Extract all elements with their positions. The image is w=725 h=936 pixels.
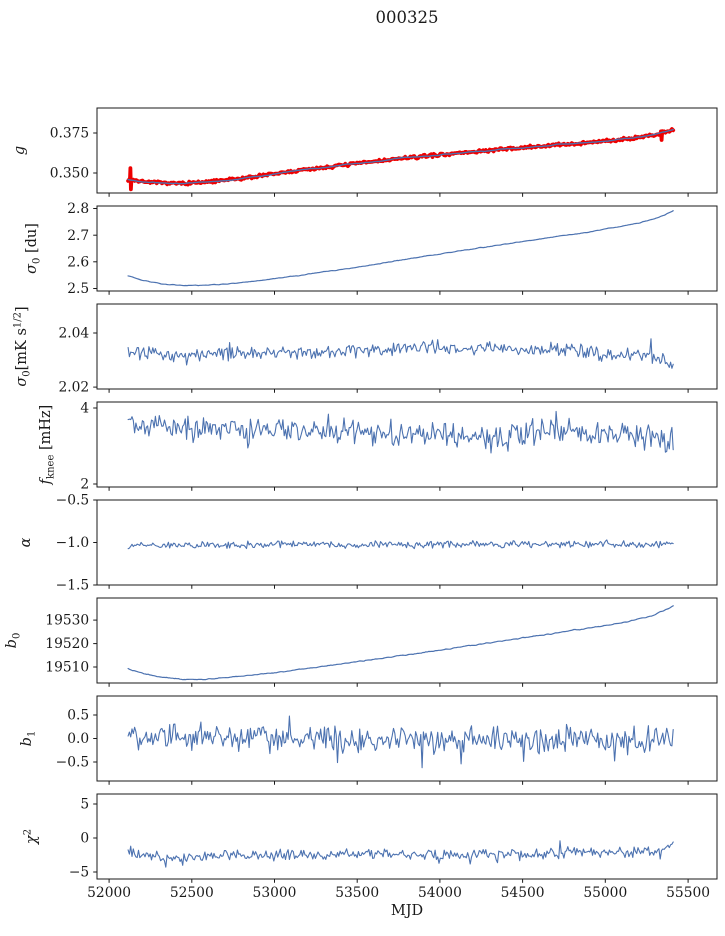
panel-sigma0-mK: 2.02 2.04 σ0[mK s1/2] xyxy=(13,303,718,396)
panel-frame xyxy=(96,107,718,194)
y-axis-label: σ0 [du] xyxy=(24,223,43,274)
y-axis-label: g xyxy=(12,146,28,155)
panel-alpha: −1.5 −1.0 −0.5 α xyxy=(18,493,718,594)
y-tick-label: 2.5 xyxy=(67,281,89,297)
x-tick-label: 52000 xyxy=(87,885,131,901)
x-tick-label: 54000 xyxy=(418,885,462,901)
panel-b1: −0.5 0.0 0.5 b1 xyxy=(19,695,718,785)
series-g-measured-segment xyxy=(127,166,134,192)
series-g-measured-segment xyxy=(659,129,665,142)
series-sigma0-du xyxy=(127,210,674,287)
panel-sigma0-du: 2.5 2.6 2.7 2.8 σ0 [du] xyxy=(24,201,718,297)
panel-frame xyxy=(96,401,718,488)
panel-frame xyxy=(96,303,718,390)
figure-title: 000325 xyxy=(375,8,439,27)
x-tick-label: 54500 xyxy=(501,885,545,901)
y-axis-label: χ2 xyxy=(23,829,41,845)
y-tick-label: 19530 xyxy=(45,613,89,629)
panel-fknee: 2 4 fknee [mHz] xyxy=(38,401,718,493)
series-sigma0-mK xyxy=(127,338,674,369)
series-g-fit xyxy=(127,128,674,185)
y-axis-label: α xyxy=(18,537,34,547)
y-tick-label: 0.375 xyxy=(50,126,90,142)
series-alpha xyxy=(127,539,674,550)
x-tick-label: 53500 xyxy=(335,885,379,901)
y-tick-label: 19520 xyxy=(45,636,89,652)
y-axis-label: b0 xyxy=(4,633,23,649)
series-chi2 xyxy=(127,840,674,868)
y-tick-label: 19510 xyxy=(45,660,89,676)
series-b0 xyxy=(127,605,674,681)
y-tick-label: −0.5 xyxy=(56,755,90,771)
y-tick-label: −5 xyxy=(69,865,89,881)
y-tick-label: 5 xyxy=(80,797,89,813)
y-tick-label: 2.02 xyxy=(58,380,89,396)
x-tick-label: 53000 xyxy=(253,885,297,901)
panel-chi2: −5 0 5 χ2 xyxy=(23,793,718,883)
series-fknee xyxy=(127,410,674,454)
y-tick-label: −0.5 xyxy=(56,493,90,509)
y-tick-label: 2 xyxy=(80,477,89,493)
panel-g: 0.350 0.375 g xyxy=(12,107,718,197)
y-tick-label: −1.0 xyxy=(56,535,90,551)
y-tick-label: 0.5 xyxy=(67,708,89,724)
y-axis-label: fknee [mHz] xyxy=(38,405,57,486)
x-tick-label: 52500 xyxy=(170,885,214,901)
series-b1 xyxy=(127,715,674,769)
y-tick-label: −1.5 xyxy=(56,578,90,594)
y-tick-label: 2.04 xyxy=(58,326,89,342)
y-tick-label: 0.0 xyxy=(67,731,89,747)
x-axis-title: MJD xyxy=(390,903,424,919)
panel-b0: 19510 19520 19530 b0 xyxy=(4,597,718,687)
series-g-measured xyxy=(126,127,676,187)
y-tick-label: 0.350 xyxy=(50,166,90,182)
y-tick-label: 2.8 xyxy=(67,201,89,217)
y-axis-label: b1 xyxy=(19,731,38,747)
panel-frame xyxy=(96,597,718,684)
y-axis-label: σ0[mK s1/2] xyxy=(13,306,33,386)
y-tick-label: 2.6 xyxy=(67,254,89,270)
panel-frame xyxy=(96,205,718,292)
panel-frame xyxy=(96,793,718,880)
x-tick-label: 55500 xyxy=(666,885,710,901)
y-tick-label: 0 xyxy=(80,831,89,847)
y-tick-label: 4 xyxy=(80,401,89,417)
y-tick-label: 2.7 xyxy=(67,228,89,244)
x-tick-label: 55000 xyxy=(583,885,627,901)
